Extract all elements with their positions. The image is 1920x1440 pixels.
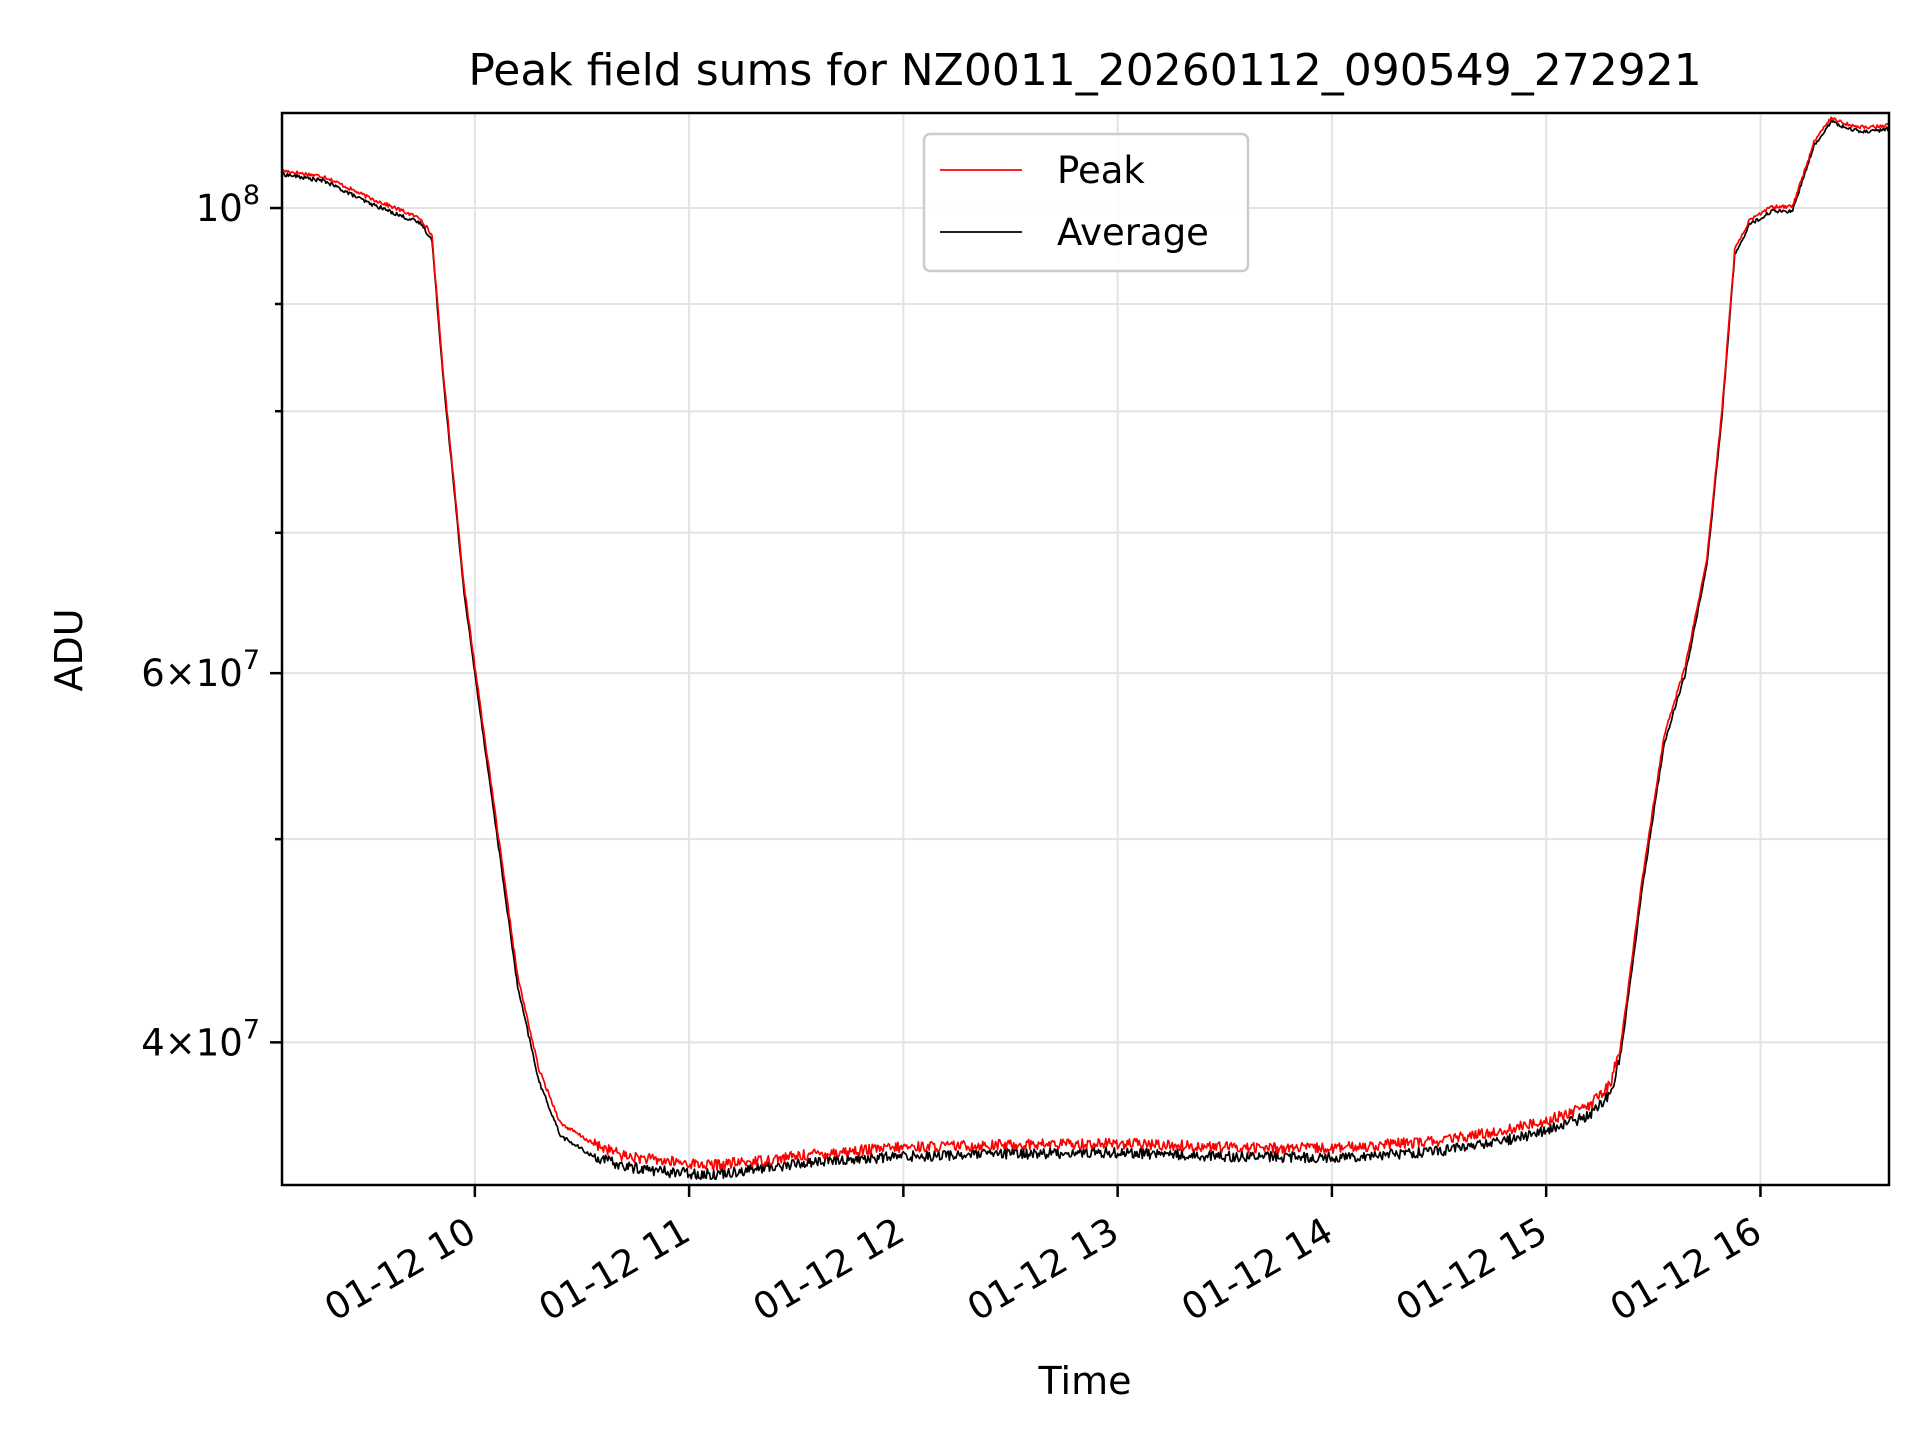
y-tick-label: 108 [196, 180, 260, 230]
x-axis-label: Time [1038, 1359, 1132, 1403]
legend-label-average: Average [1057, 211, 1209, 254]
y-axis-ticks: 4×107 6×107 108 [141, 180, 282, 1064]
chart-title: Peak field sums for NZ0011_20260112_0905… [468, 45, 1701, 96]
legend: Peak Average [922, 132, 1250, 273]
legend-label-peak: Peak [1057, 149, 1145, 192]
y-tick-label: 4×107 [141, 1014, 260, 1064]
legend-box [922, 132, 1250, 273]
series-line-average [281, 119, 1890, 1181]
plot-frame [280, 111, 1891, 1187]
y-axis-label: ADU [47, 608, 91, 691]
series-line-peak [281, 116, 1890, 1171]
series-lines [281, 116, 1890, 1181]
y-tick-label: 6×107 [141, 645, 260, 695]
